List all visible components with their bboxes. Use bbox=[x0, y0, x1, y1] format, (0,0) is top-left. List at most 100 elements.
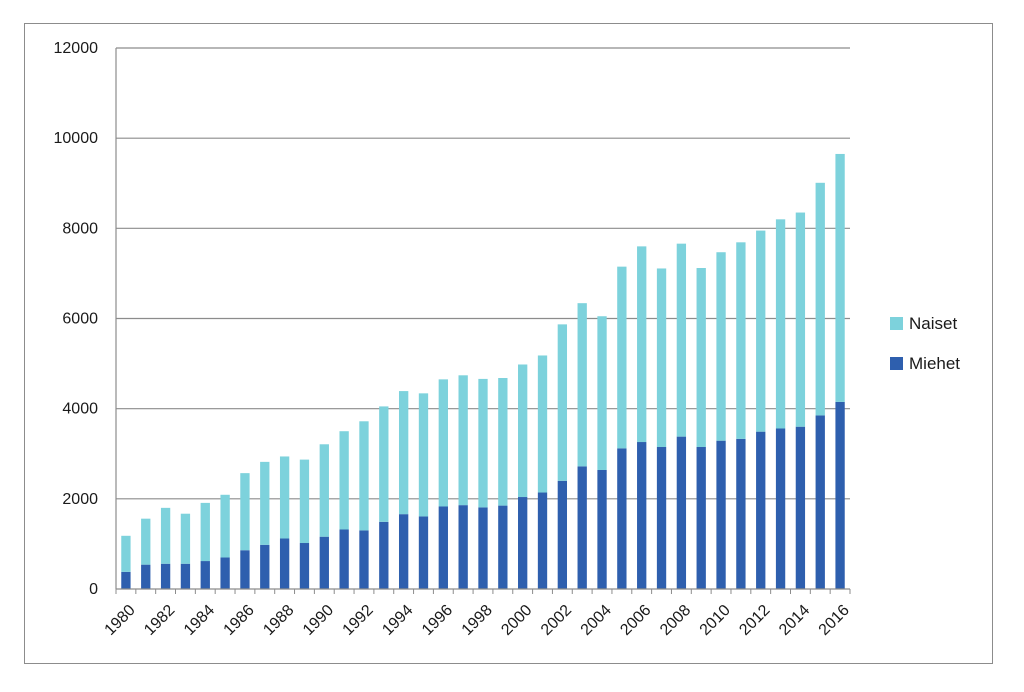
x-tick-label: 2010 bbox=[697, 602, 734, 639]
x-tick-label: 1984 bbox=[181, 602, 218, 639]
x-tick-label: 1988 bbox=[260, 602, 297, 639]
y-tick-label: 10000 bbox=[54, 130, 99, 147]
bar-miehet-2003 bbox=[577, 466, 587, 589]
bar-miehet-1994 bbox=[398, 514, 409, 589]
legend-label-naiset: Naiset bbox=[909, 314, 957, 333]
bar-miehet-1987 bbox=[260, 544, 270, 589]
bar-naiset-2002 bbox=[557, 324, 568, 481]
x-tick-label: 1982 bbox=[141, 602, 178, 639]
bar-miehet-2001 bbox=[537, 492, 548, 589]
bar-naiset-1984 bbox=[200, 502, 210, 562]
bar-miehet-1984 bbox=[200, 561, 210, 589]
bar-naiset-2000 bbox=[518, 364, 528, 498]
x-tick-label: 2002 bbox=[538, 602, 575, 639]
bar-naiset-1981 bbox=[141, 518, 151, 565]
bar-naiset-1993 bbox=[379, 406, 389, 522]
x-tick-label: 2014 bbox=[776, 602, 813, 639]
bar-miehet-2016 bbox=[835, 401, 845, 589]
x-tick-label: 2008 bbox=[657, 602, 694, 639]
bar-miehet-1992 bbox=[359, 530, 369, 589]
bar-naiset-1998 bbox=[478, 378, 488, 508]
bars bbox=[121, 153, 845, 589]
stacked-bar-chart: 0 2000 4000 6000 8000 10000 12000 1980 1982 1984… bbox=[54, 40, 961, 639]
y-tick-labels: 0 2000 4000 6000 8000 10000 12000 bbox=[54, 40, 99, 598]
bar-miehet-1986 bbox=[240, 550, 250, 589]
bar-naiset-1996 bbox=[438, 379, 448, 507]
bar-naiset-1988 bbox=[279, 456, 290, 539]
bar-miehet-1995 bbox=[418, 516, 429, 589]
y-tick-label: 6000 bbox=[62, 311, 98, 328]
bar-naiset-2014 bbox=[795, 212, 806, 427]
bar-naiset-2012 bbox=[756, 230, 766, 432]
x-tick-label: 1992 bbox=[340, 602, 377, 639]
gridlines bbox=[116, 47, 850, 500]
bar-miehet-2008 bbox=[676, 436, 687, 589]
chart-frame: 0 2000 4000 6000 8000 10000 12000 1980 1982 1984… bbox=[24, 23, 993, 664]
bar-naiset-1986 bbox=[240, 473, 250, 551]
bar-naiset-2015 bbox=[815, 182, 825, 416]
bar-miehet-1997 bbox=[458, 505, 468, 589]
bar-naiset-2016 bbox=[835, 153, 845, 402]
bar-miehet-1993 bbox=[379, 521, 389, 589]
bar-naiset-2013 bbox=[775, 219, 786, 429]
bar-naiset-1989 bbox=[299, 459, 310, 544]
bar-miehet-1989 bbox=[299, 543, 310, 589]
bar-miehet-2014 bbox=[795, 426, 806, 589]
bar-naiset-1987 bbox=[260, 461, 270, 545]
bar-miehet-1982 bbox=[160, 563, 171, 589]
bar-miehet-1996 bbox=[438, 506, 448, 589]
bar-miehet-2015 bbox=[815, 415, 825, 589]
bar-miehet-1981 bbox=[141, 564, 151, 589]
bar-naiset-1994 bbox=[398, 391, 409, 515]
bar-miehet-1990 bbox=[319, 536, 329, 589]
x-tick-label: 1996 bbox=[419, 602, 456, 639]
bar-miehet-2002 bbox=[557, 480, 568, 589]
bar-naiset-1991 bbox=[339, 431, 349, 530]
bar-miehet-2009 bbox=[696, 446, 706, 589]
bar-naiset-2007 bbox=[656, 268, 667, 447]
axes bbox=[115, 48, 851, 594]
bar-naiset-1992 bbox=[359, 421, 369, 531]
legend-label-miehet: Miehet bbox=[909, 354, 960, 373]
bar-naiset-2011 bbox=[736, 242, 746, 439]
x-tick-label: 2006 bbox=[617, 602, 654, 639]
bar-miehet-1991 bbox=[339, 529, 349, 589]
bar-miehet-1999 bbox=[498, 505, 508, 589]
bar-naiset-1982 bbox=[160, 507, 171, 564]
bar-miehet-1980 bbox=[121, 571, 131, 589]
bar-naiset-2010 bbox=[716, 252, 726, 441]
bar-naiset-2008 bbox=[676, 243, 687, 437]
bar-naiset-1983 bbox=[180, 513, 191, 564]
bar-naiset-2006 bbox=[637, 246, 647, 443]
bar-miehet-1983 bbox=[180, 563, 191, 589]
x-tick-label: 1980 bbox=[102, 602, 139, 639]
legend-swatch-miehet bbox=[890, 357, 903, 370]
bar-miehet-2006 bbox=[637, 442, 647, 589]
bar-miehet-1998 bbox=[478, 507, 488, 589]
y-tick-label: 12000 bbox=[54, 40, 99, 57]
bar-naiset-1995 bbox=[418, 393, 429, 517]
bar-miehet-2000 bbox=[518, 497, 528, 589]
x-tick-label: 2000 bbox=[498, 602, 535, 639]
x-tick-label: 1986 bbox=[221, 602, 258, 639]
bar-miehet-2010 bbox=[716, 440, 726, 589]
bar-naiset-1999 bbox=[498, 378, 508, 506]
y-tick-label: 2000 bbox=[62, 491, 98, 508]
bar-miehet-2004 bbox=[597, 469, 607, 589]
legend-swatch-naiset bbox=[890, 317, 903, 330]
bar-naiset-2009 bbox=[696, 268, 706, 447]
bar-naiset-2003 bbox=[577, 303, 587, 467]
bar-naiset-1997 bbox=[458, 375, 468, 506]
bar-naiset-2005 bbox=[617, 266, 627, 449]
bar-naiset-1985 bbox=[220, 494, 230, 558]
bar-miehet-2013 bbox=[775, 428, 786, 589]
x-tick-label: 2012 bbox=[736, 602, 773, 639]
bar-miehet-1988 bbox=[279, 538, 290, 589]
y-tick-label: 0 bbox=[89, 581, 98, 598]
bar-miehet-2011 bbox=[736, 438, 746, 589]
bar-naiset-1980 bbox=[121, 535, 131, 572]
bar-naiset-1990 bbox=[319, 444, 329, 537]
bar-miehet-1985 bbox=[220, 557, 230, 589]
y-tick-label: 4000 bbox=[62, 401, 98, 418]
bar-miehet-2005 bbox=[617, 448, 627, 589]
